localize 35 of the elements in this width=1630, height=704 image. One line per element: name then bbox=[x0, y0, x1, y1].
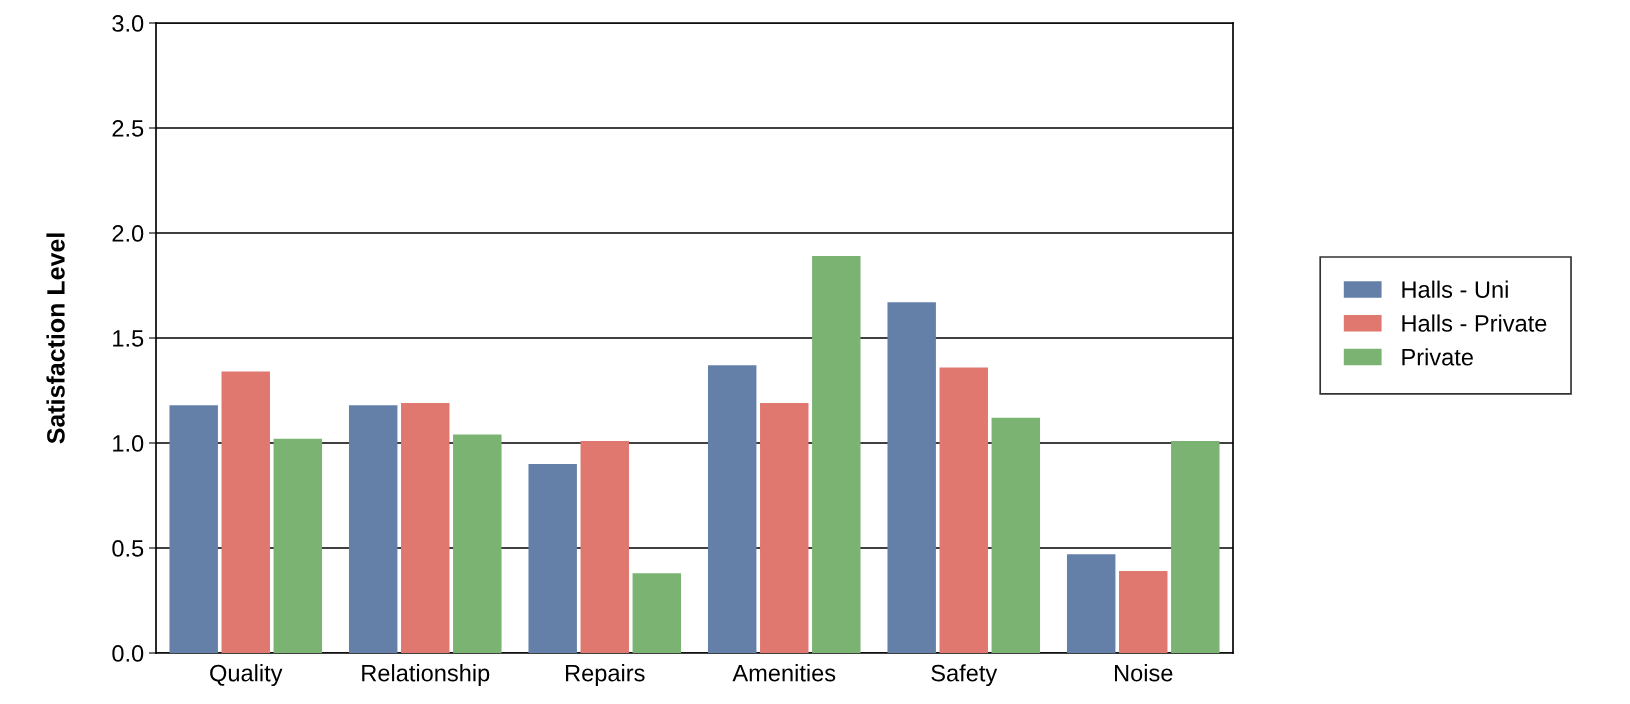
bar bbox=[707, 365, 757, 653]
y-tick-label: 0.5 bbox=[112, 540, 144, 557]
y-tick-label: 2.5 bbox=[112, 120, 144, 137]
bar bbox=[221, 371, 270, 653]
y-tick-label: 2.0 bbox=[112, 225, 144, 242]
legend-label: Private bbox=[1402, 348, 1473, 366]
bar bbox=[348, 405, 398, 653]
x-tick-label: Safety bbox=[931, 664, 998, 687]
y-tick-label: 3.0 bbox=[112, 15, 144, 32]
y-axis-title: Satisfaction Level bbox=[46, 233, 65, 444]
y-tick-label: 0.0 bbox=[112, 645, 144, 662]
x-tick-label: Repairs bbox=[566, 664, 645, 687]
bar bbox=[453, 434, 502, 653]
bar bbox=[580, 440, 629, 653]
y-tick-label: 1.5 bbox=[113, 330, 144, 347]
bar bbox=[528, 464, 577, 653]
legend-label: Halls - Uni bbox=[1402, 280, 1508, 298]
x-tick-label: Relationship bbox=[362, 664, 490, 687]
bar bbox=[632, 573, 682, 653]
bar bbox=[1119, 571, 1168, 653]
bar bbox=[991, 417, 1041, 653]
bar bbox=[273, 438, 323, 653]
x-tick-label: Amenities bbox=[732, 664, 836, 682]
bar bbox=[169, 405, 218, 653]
bar bbox=[1171, 440, 1220, 653]
bar bbox=[760, 403, 809, 653]
bar bbox=[401, 403, 450, 653]
bar bbox=[939, 367, 988, 653]
x-tick-label: Noise bbox=[1115, 664, 1173, 682]
bar bbox=[812, 256, 861, 653]
bar bbox=[1066, 554, 1116, 653]
y-tick-label: 1.0 bbox=[113, 435, 144, 452]
legend-label: Halls - Private bbox=[1402, 314, 1547, 332]
x-tick-label: Quality bbox=[210, 664, 283, 687]
bar bbox=[887, 302, 936, 653]
